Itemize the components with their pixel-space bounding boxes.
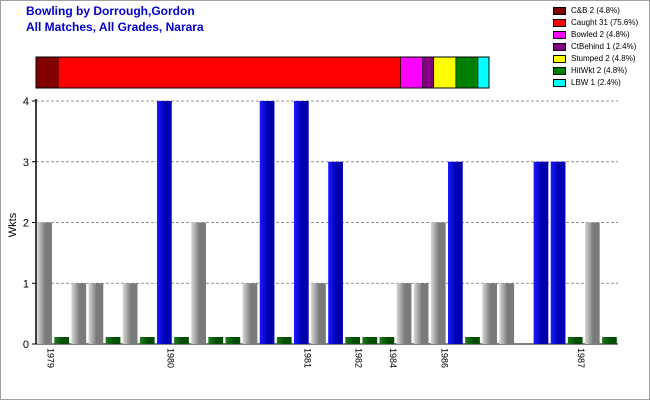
legend-item: Bowled 2 (4.8%): [553, 29, 638, 40]
legend-swatch: [553, 42, 566, 51]
bar: [328, 161, 343, 344]
bar: [465, 337, 480, 344]
bar: [396, 283, 412, 344]
bar: [482, 283, 497, 344]
y-axis-label: Wkts: [7, 212, 19, 237]
bar: [242, 283, 258, 344]
bar: [584, 222, 600, 344]
bar: [413, 283, 429, 344]
bar: [174, 337, 189, 344]
x-tick-label: 1982: [354, 348, 364, 368]
stack-segment-bowled: [400, 56, 424, 89]
stack-outline: [35, 56, 490, 89]
y-tick-label: 2: [23, 218, 29, 230]
y-tick-label: 3: [23, 157, 29, 169]
y-tick-label: 4: [23, 96, 29, 108]
bar: [105, 337, 121, 344]
stack-segment-lbw: [477, 56, 490, 89]
legend-swatch: [553, 78, 566, 87]
legend-item: Caught 31 (75.6%): [553, 17, 638, 28]
bar: [37, 222, 52, 344]
legend-label: Caught 31 (75.6%): [571, 18, 639, 27]
legend-label: Stumped 2 (4.8%): [571, 54, 636, 63]
legend: C&B 2 (4.8%) Caught 31 (75.6%) Bowled 2 (4…: [553, 5, 638, 89]
legend-label: HitWkt 2 (4.8%): [571, 66, 628, 75]
bar: [311, 283, 326, 344]
legend-swatch: [553, 54, 566, 63]
bar: [208, 337, 224, 344]
stack-segment-hitwkt: [455, 56, 479, 89]
bar: [122, 283, 138, 344]
stack-segment-caught: [57, 56, 401, 89]
x-tick-label: 1986: [439, 348, 449, 368]
x-tick-label: 1987: [576, 348, 586, 368]
stack-segment-ctbehind: [422, 56, 435, 89]
bar: [259, 101, 275, 344]
bar: [225, 337, 241, 344]
legend-label: C&B 2 (4.8%): [571, 6, 620, 15]
bar: [533, 161, 549, 344]
legend-swatch: [553, 66, 566, 75]
bar: [293, 101, 309, 344]
chart-subtitle: All Matches, All Grades, Narara: [26, 20, 204, 34]
bar: [567, 337, 583, 344]
legend-item: C&B 2 (4.8%): [553, 5, 638, 16]
legend-label: CtBehind 1 (2.4%): [571, 42, 637, 51]
bar: [430, 222, 446, 344]
legend-swatch: [553, 18, 566, 27]
x-tick-label: 1979: [46, 348, 56, 368]
legend-swatch: [553, 6, 566, 15]
bar: [362, 337, 378, 344]
stack-segment-c&b: [35, 56, 59, 89]
chart-title: Bowling by Dorrough,Gordon: [26, 4, 195, 18]
bar: [602, 337, 617, 344]
legend-label: LBW 1 (2.4%): [571, 78, 621, 87]
legend-label: Bowled 2 (4.8%): [571, 30, 630, 39]
legend-item: Stumped 2 (4.8%): [553, 53, 638, 64]
bar: [379, 337, 395, 344]
bar: [157, 101, 172, 344]
x-tick-label: 1980: [165, 348, 175, 368]
bar: [54, 337, 70, 344]
bar: [448, 161, 463, 344]
stack-segment-stumped: [433, 56, 457, 89]
bar: [345, 337, 361, 344]
x-tick-label: 1984: [388, 348, 398, 368]
legend-swatch: [553, 30, 566, 39]
bar: [139, 337, 155, 344]
bar: [71, 283, 87, 344]
legend-item: CtBehind 1 (2.4%): [553, 41, 638, 52]
bar: [499, 283, 515, 344]
bar: [191, 222, 206, 344]
x-tick-label: 1981: [302, 348, 312, 368]
bar: [88, 283, 104, 344]
y-tick-label: 1: [23, 278, 29, 290]
bar: [550, 161, 566, 344]
y-tick-label: 0: [23, 339, 29, 351]
legend-item: HitWkt 2 (4.8%): [553, 65, 638, 76]
bar: [276, 337, 292, 344]
legend-item: LBW 1 (2.4%): [553, 77, 638, 88]
